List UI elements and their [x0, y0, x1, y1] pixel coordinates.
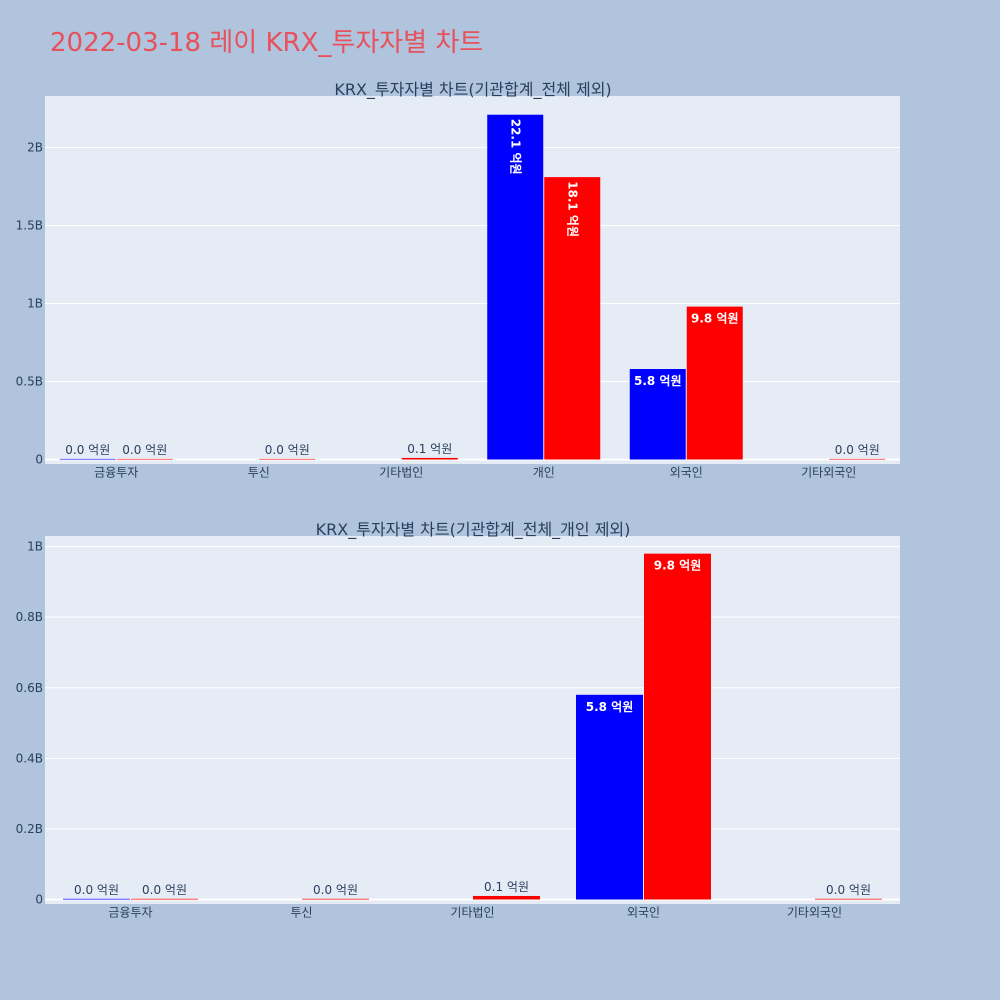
data-label: 0.0 억원: [265, 443, 310, 457]
y-tick-label: 0: [35, 453, 43, 467]
data-label: 9.8 억원: [691, 312, 739, 326]
data-label: 0.0 억원: [313, 883, 358, 897]
chart-1: 0 0.5B 1B 1.5B 2B KRX_투자자별 차트(기관합계_전체 제외) 금융투자…: [16, 80, 900, 480]
data-label: 0.0 억원: [65, 443, 110, 457]
y-tick-label: 0.8B: [16, 610, 43, 624]
data-label: 0.0 억원: [835, 443, 880, 457]
data-label: 9.8 억원: [654, 559, 702, 573]
bar: [629, 369, 686, 460]
data-label: 22.1 억원: [508, 119, 522, 175]
y-tick-label: 0: [35, 893, 43, 907]
bar: [829, 458, 886, 460]
y-tick-label: 0.6B: [16, 681, 43, 695]
data-label: 0.1 억원: [407, 442, 452, 456]
data-label: 0.0 억원: [142, 883, 187, 897]
bar: [576, 694, 643, 900]
y-tick-label: 1B: [27, 540, 43, 554]
data-label: 0.0 억원: [74, 883, 119, 897]
x-tick-label: 외국인: [670, 466, 703, 480]
bar: [487, 114, 544, 460]
x-tick-label: 기타외국인: [801, 466, 856, 480]
x-tick-label: 기타법인: [379, 466, 423, 480]
data-label: 0.1 억원: [484, 880, 529, 894]
x-tick-label: 개인: [533, 466, 555, 480]
bar: [116, 458, 173, 460]
y-tick-label: 0.2B: [16, 822, 43, 836]
data-label: 5.8 억원: [634, 374, 682, 388]
x-tick-label: 기타외국인: [787, 906, 842, 920]
subplot-title: KRX_투자자별 차트(기관합계_전체 제외): [334, 80, 611, 100]
y-tick-label: 2B: [27, 140, 43, 154]
bar: [815, 898, 882, 900]
y-tick-label: 0.5B: [16, 374, 43, 388]
x-tick-label: 금융투자: [94, 466, 138, 480]
plot-area: [45, 96, 900, 464]
x-tick-label: 투신: [290, 906, 312, 920]
subplot-title: KRX_투자자별 차트(기관합계_전체_개인 제외): [316, 520, 631, 540]
chart-2: 0 0.2B 0.4B 0.6B 0.8B 1B KRX_투자자별 차트(기관합계_전체_개…: [16, 520, 900, 920]
data-label: 18.1 억원: [565, 181, 579, 237]
bar: [544, 177, 601, 460]
bar: [473, 895, 540, 900]
bar: [686, 306, 743, 460]
x-tick-label: 금융투자: [108, 906, 152, 920]
x-tick-label: 기타법인: [450, 906, 494, 920]
page-title: 2022-03-18 레이 KRX_투자자별 차트: [50, 28, 484, 58]
bar: [259, 458, 316, 460]
plot-area: [45, 536, 900, 904]
y-tick-label: 1.5B: [16, 218, 43, 232]
x-tick-label: 외국인: [627, 906, 660, 920]
bar: [59, 458, 116, 460]
bar: [131, 898, 198, 900]
data-label: 0.0 억원: [826, 883, 871, 897]
bar: [302, 898, 369, 900]
bar: [644, 553, 711, 900]
bar: [63, 898, 130, 900]
x-tick-label: 투신: [248, 466, 270, 480]
bar: [401, 457, 458, 460]
y-tick-label: 0.4B: [16, 751, 43, 765]
data-label: 5.8 억원: [586, 700, 634, 714]
data-label: 0.0 억원: [122, 443, 167, 457]
y-tick-label: 1B: [27, 296, 43, 310]
